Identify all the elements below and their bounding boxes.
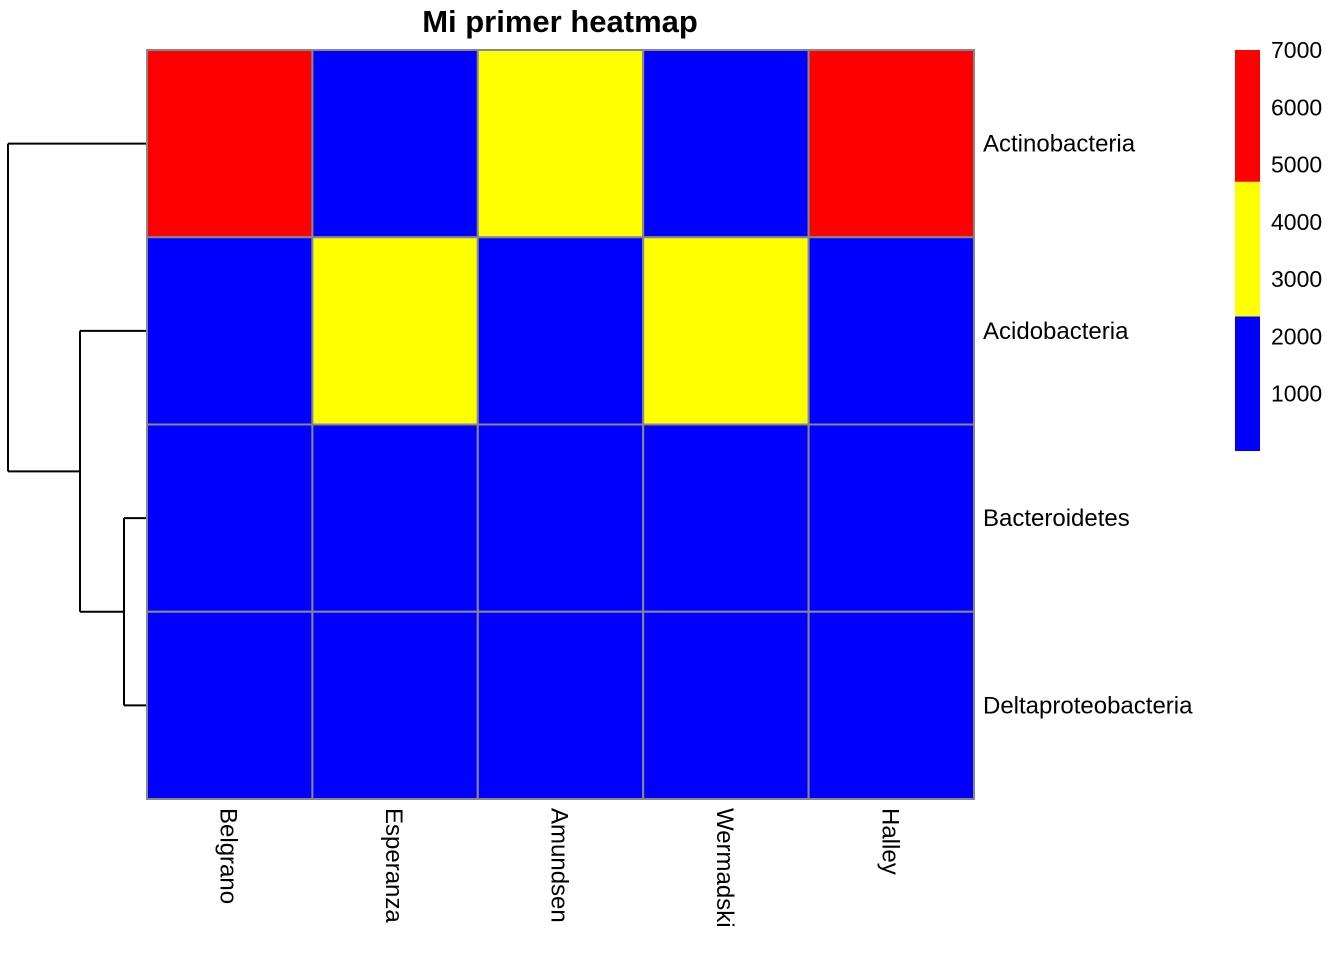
legend-tick-label: 7000 xyxy=(1271,37,1322,63)
heatmap-cell xyxy=(642,236,810,426)
row-label: Deltaproteobacteria xyxy=(983,692,1193,719)
heatmap-cells xyxy=(146,49,975,800)
heatmap-cell xyxy=(311,49,479,239)
legend-tick-label: 4000 xyxy=(1271,209,1322,235)
heatmap-cell xyxy=(146,49,314,239)
heatmap-cell xyxy=(146,423,314,613)
legend-color-band xyxy=(1235,181,1260,317)
column-label: Halley xyxy=(876,808,903,875)
column-label: Amundsen xyxy=(546,808,573,923)
row-label: Bacteroidetes xyxy=(983,505,1130,532)
heatmap-cell xyxy=(476,236,645,426)
legend-color-band xyxy=(1235,50,1260,182)
legend-tick-label: 3000 xyxy=(1271,266,1322,292)
column-labels: Belgrano Esperanza Amundsen Wermadski Halley xyxy=(215,808,904,928)
legend-tick-label: 6000 xyxy=(1271,94,1322,120)
column-label: Belgrano xyxy=(215,808,242,904)
legend-tick-label: 5000 xyxy=(1271,152,1322,178)
row-label: Acidobacteria xyxy=(983,318,1129,345)
heatmap-cell xyxy=(807,423,975,613)
heatmap-cell xyxy=(311,610,479,800)
heatmap-cell xyxy=(642,49,810,239)
row-dendrogram xyxy=(7,142,147,707)
column-label: Esperanza xyxy=(380,808,407,923)
legend-tick-label: 2000 xyxy=(1271,323,1322,349)
heatmap-cell xyxy=(476,610,645,800)
heatmap-cell xyxy=(476,423,645,613)
chart-title: Mi primer heatmap xyxy=(422,4,698,39)
row-labels: Actinobacteria Acidobacteria Bacteroidetes… xyxy=(983,131,1193,720)
heatmap-cell xyxy=(807,236,975,426)
heatmap-cell xyxy=(476,49,645,239)
row-label: Actinobacteria xyxy=(983,131,1136,158)
heatmap-cell xyxy=(807,49,975,239)
legend-color-band xyxy=(1235,316,1260,451)
heatmap-cell xyxy=(311,423,479,613)
heatmap-cell xyxy=(146,236,314,426)
heatmap-cell xyxy=(642,610,810,800)
heatmap-cell xyxy=(807,610,975,800)
heatmap-cell xyxy=(642,423,810,613)
legend-tick-label: 1000 xyxy=(1271,381,1322,407)
color-legend: 7000 6000 5000 4000 3000 2000 1000 xyxy=(1235,37,1322,451)
heatmap-cell xyxy=(311,236,479,426)
column-label: Wermadski xyxy=(711,808,738,928)
heatmap-cell xyxy=(146,610,314,800)
